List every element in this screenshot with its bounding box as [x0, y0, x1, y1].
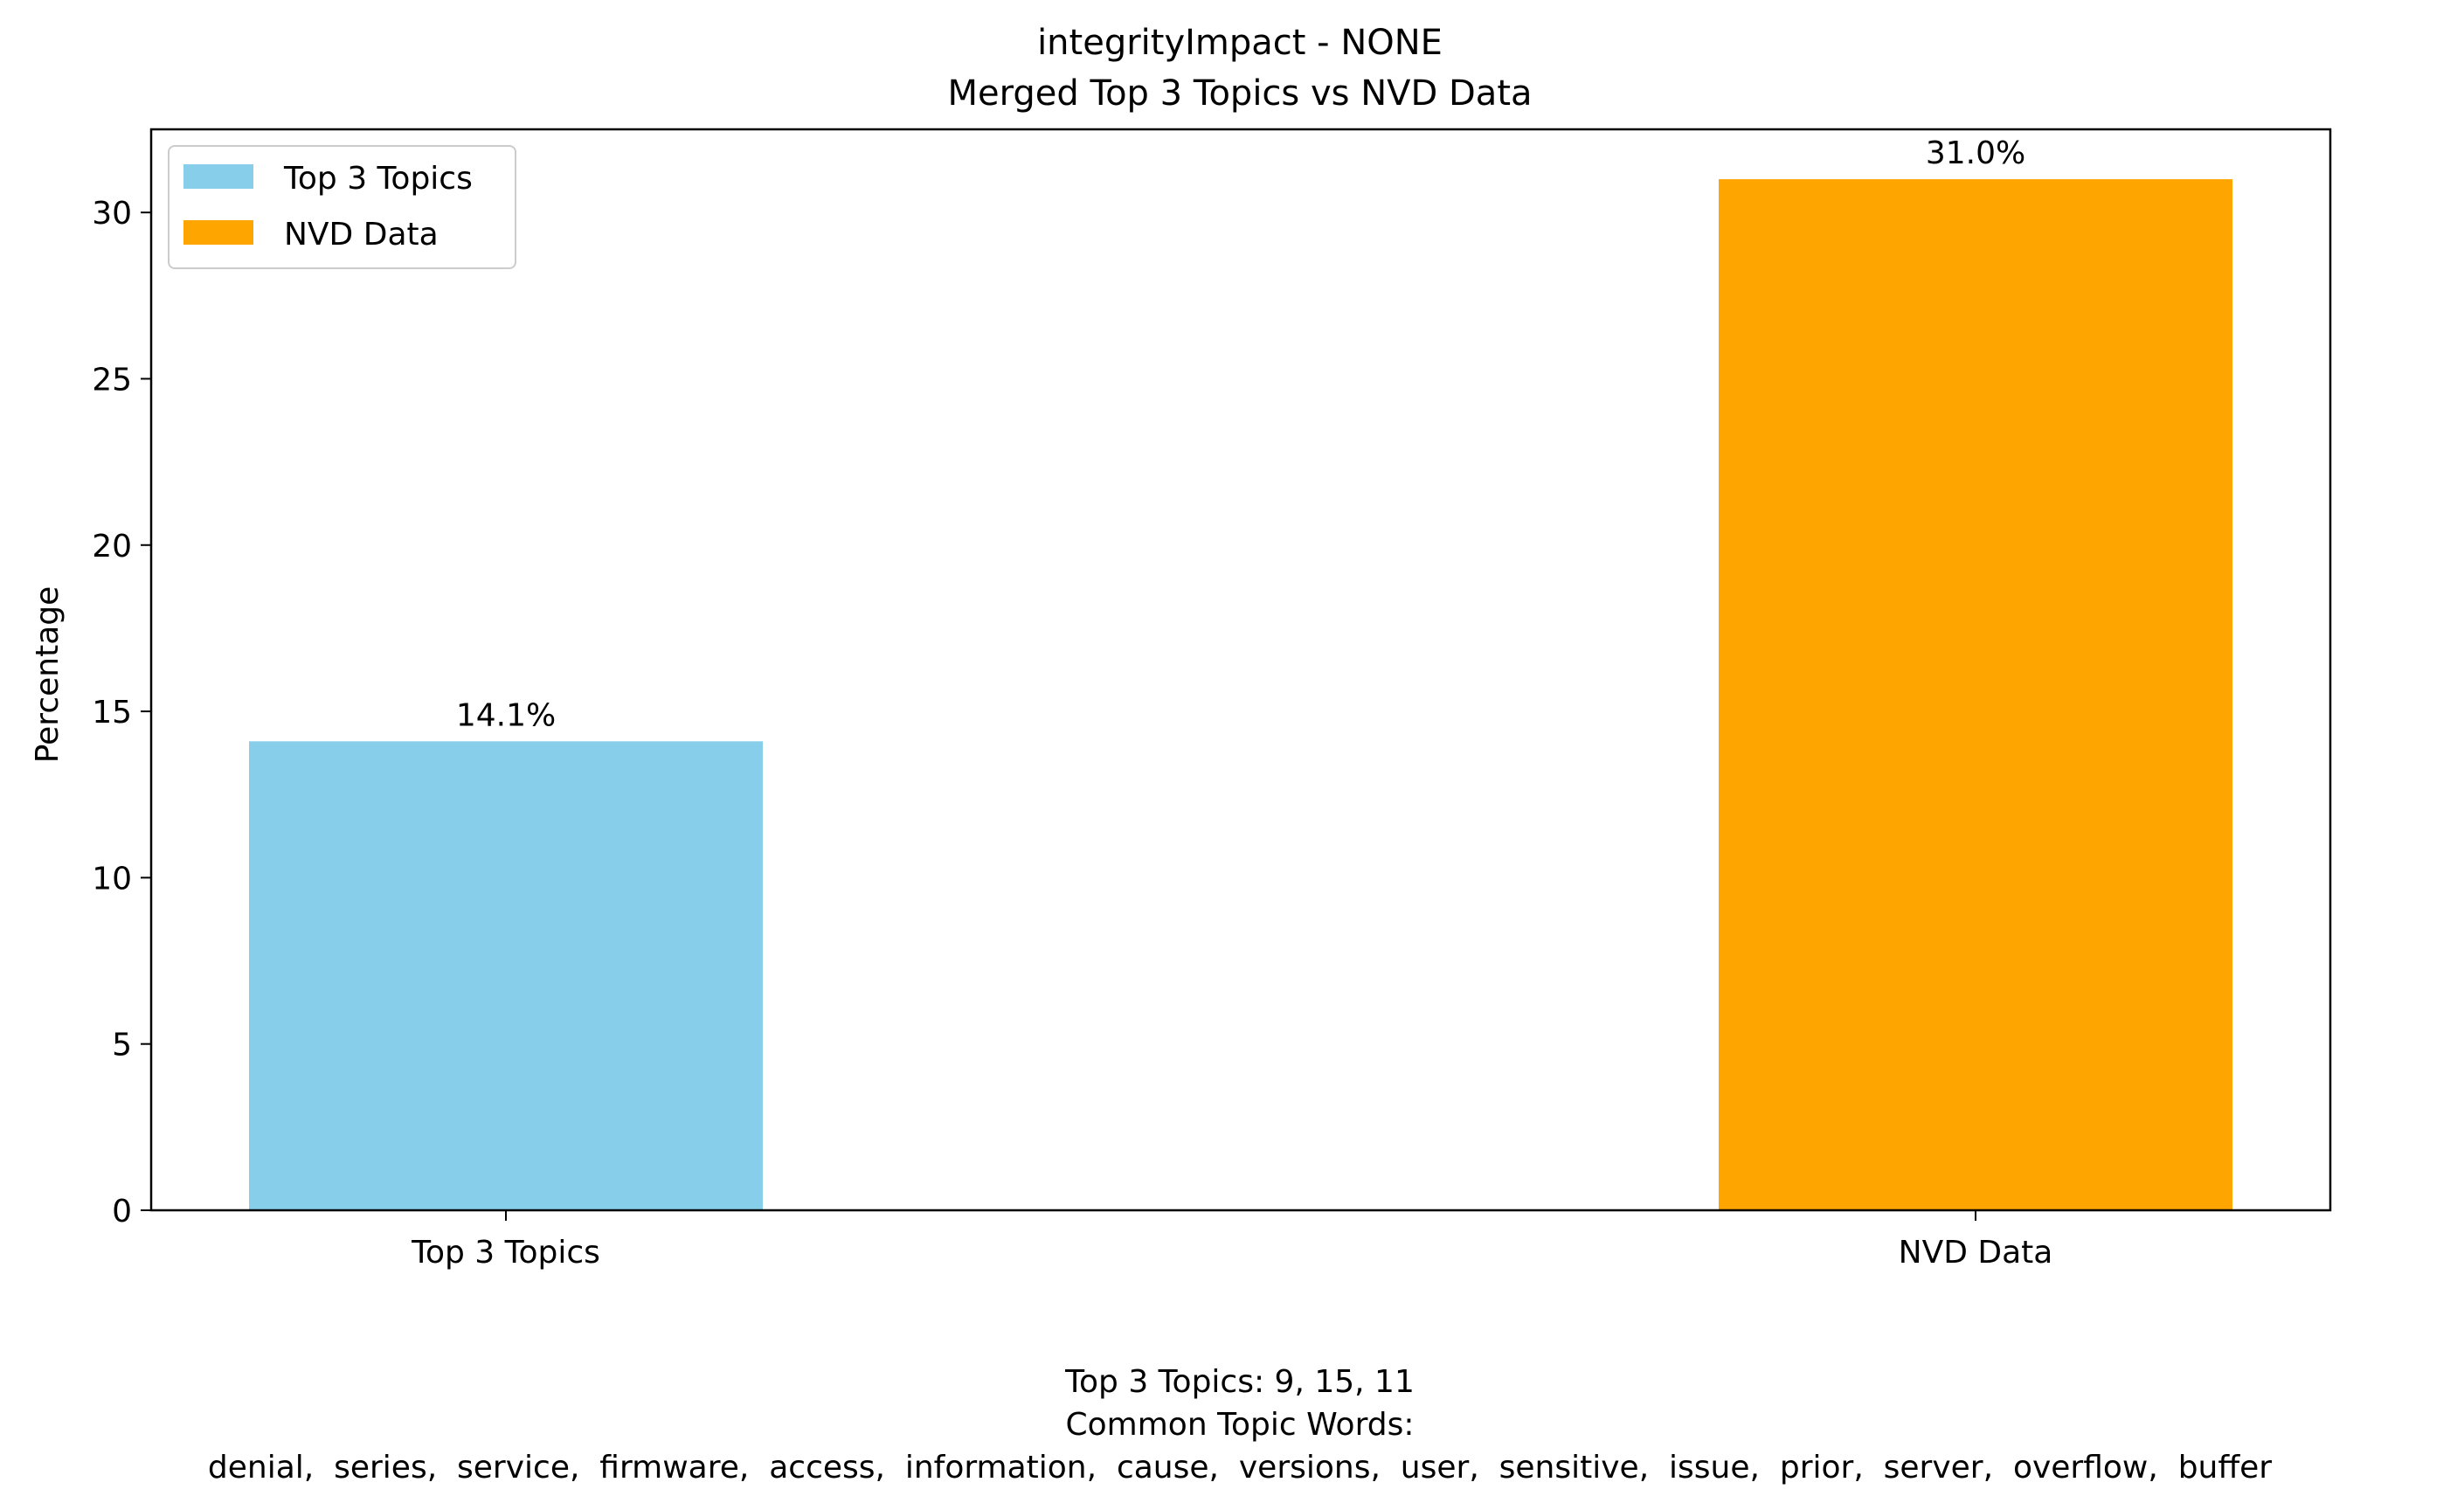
y-axis: 0 5 10 15 20 25 30	[92, 196, 151, 1229]
legend-label-nvd-data: NVD Data	[284, 217, 439, 253]
y-tick-label-15: 15	[92, 695, 132, 731]
legend-label-top-3-topics: Top 3 Topics	[283, 161, 473, 197]
bar-top-3-topics	[249, 741, 763, 1210]
legend-swatch-nvd-data	[183, 220, 253, 245]
value-label-nvd-data: 31.0%	[1926, 135, 2025, 171]
y-axis-label: Percentage	[30, 586, 66, 764]
legend: Top 3 Topics NVD Data	[168, 145, 516, 269]
bars-layer: 14.1% 31.0%	[249, 135, 2232, 1211]
y-tick-label-0: 0	[112, 1194, 132, 1229]
legend-box	[168, 145, 516, 269]
chart-title-line2: Merged Top 3 Topics vs NVD Data	[947, 73, 1532, 114]
x-tick-label-top-3-topics: Top 3 Topics	[411, 1235, 600, 1271]
y-tick-label-25: 25	[92, 362, 132, 398]
y-tick-label-5: 5	[112, 1028, 132, 1063]
footer-common-words-label: Common Topic Words:	[1066, 1407, 1415, 1443]
plot-frame	[149, 128, 2332, 1212]
x-axis: Top 3 Topics NVD Data	[411, 1210, 2052, 1271]
y-tick-label-10: 10	[92, 861, 132, 897]
footer-top-topics: Top 3 Topics: 9, 15, 11	[1064, 1364, 1415, 1400]
bar-nvd-data	[1719, 179, 2232, 1211]
footer-common-words-list: denial, series, service, firmware, acces…	[208, 1450, 2272, 1486]
chart-title-line1: integrityImpact - NONE	[1037, 23, 1443, 63]
value-label-top-3-topics: 14.1%	[456, 697, 556, 733]
y-tick-label-30: 30	[92, 196, 132, 232]
x-tick-label-nvd-data: NVD Data	[1899, 1235, 2053, 1271]
legend-swatch-top-3-topics	[183, 164, 253, 189]
y-tick-label-20: 20	[92, 529, 132, 565]
